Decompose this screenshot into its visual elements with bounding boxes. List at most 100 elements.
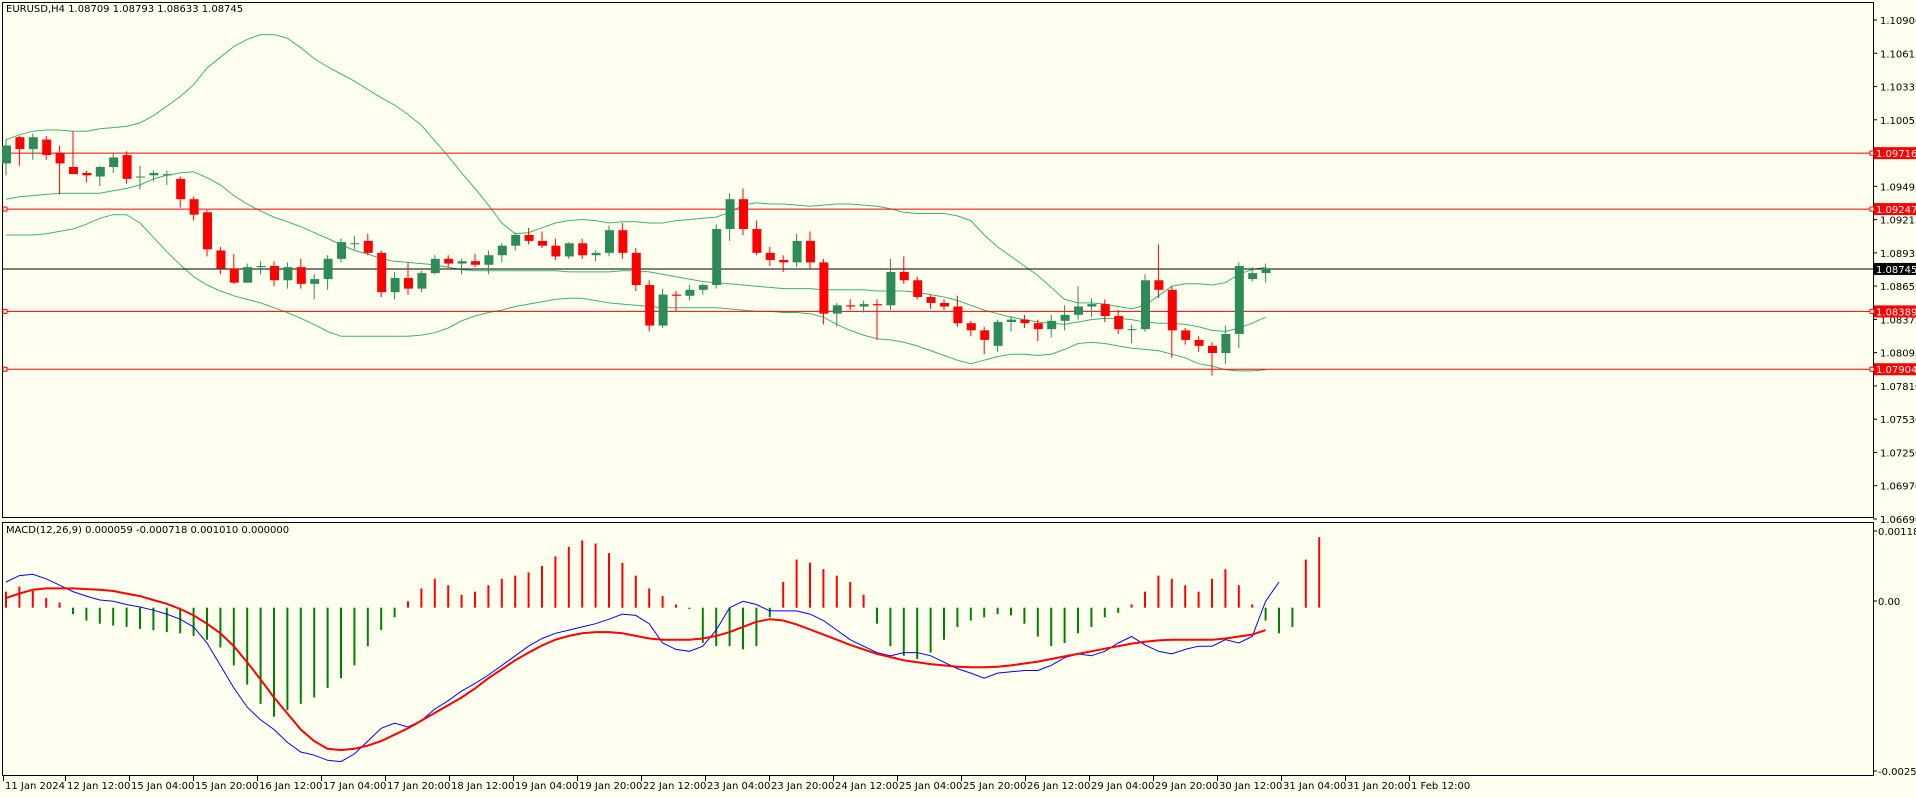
- candle-body: [363, 240, 373, 253]
- candle-body: [296, 267, 306, 284]
- time-tick: [897, 776, 898, 781]
- candle-body: [685, 289, 695, 296]
- candle-body: [337, 242, 346, 259]
- candle-body: [940, 302, 949, 307]
- candle-body: [631, 252, 641, 286]
- time-label: 30 Jan 12:00: [1219, 781, 1283, 792]
- candle-body: [765, 252, 775, 260]
- candle-body: [42, 139, 52, 156]
- candle-body: [55, 152, 65, 164]
- price-pane[interactable]: [2, 2, 1874, 518]
- time-tick: [577, 776, 578, 781]
- candle-body: [859, 304, 869, 307]
- macd-tick-label: 0.00: [1878, 597, 1900, 608]
- candle-body: [69, 166, 78, 175]
- candle-body: [1234, 265, 1244, 334]
- level-price-tag-label: 1.09716: [1876, 149, 1916, 160]
- candle-body: [1060, 314, 1070, 321]
- bollinger-lower-line: [6, 214, 1266, 372]
- time-tick: [1409, 776, 1410, 781]
- candle-body: [779, 260, 789, 263]
- time-tick: [769, 776, 770, 781]
- candle-body: [712, 228, 722, 286]
- candle-body: [886, 271, 896, 306]
- candle-body: [1221, 333, 1231, 354]
- candle-body: [1261, 268, 1271, 274]
- time-label: 31 Jan 20:00: [1347, 781, 1411, 792]
- candle-body: [390, 277, 400, 293]
- candle-body: [323, 258, 333, 280]
- time-tick: [833, 776, 834, 781]
- candle-body: [95, 166, 105, 177]
- candle-body: [578, 243, 588, 256]
- time-tick: [65, 776, 66, 781]
- candle-body: [122, 155, 132, 179]
- candle-body: [283, 267, 293, 281]
- candle-body: [1154, 280, 1164, 290]
- candle-body: [1194, 339, 1204, 346]
- candle-body: [980, 330, 990, 340]
- time-tick: [449, 776, 450, 781]
- time-label: 17 Jan 04:00: [323, 781, 387, 792]
- time-label: 31 Jan 04:00: [1283, 781, 1347, 792]
- candle-body: [739, 199, 748, 229]
- candle-body: [350, 243, 360, 245]
- candle-body: [926, 296, 936, 303]
- macd-histogram: [5, 537, 1321, 717]
- current-price-tag-label: 1.08745: [1876, 265, 1916, 276]
- level-anchor: [1869, 366, 1875, 372]
- time-tick: [321, 776, 322, 781]
- time-label: 16 Jan 12:00: [259, 781, 323, 792]
- price-tick-label: 1.10900: [1880, 16, 1916, 27]
- candle-body: [1007, 319, 1016, 323]
- candle-body: [658, 294, 668, 326]
- time-tick: [641, 776, 642, 781]
- candle-body: [256, 265, 266, 268]
- candle-body: [484, 255, 494, 265]
- candle-body: [1074, 306, 1083, 315]
- candle-body: [672, 294, 681, 296]
- candle-body: [1141, 280, 1150, 330]
- time-label: 25 Jan 20:00: [963, 781, 1027, 792]
- candle-body: [28, 137, 38, 150]
- candle-body: [873, 304, 882, 306]
- candle-body: [310, 279, 320, 284]
- candle-body: [471, 261, 480, 265]
- macd-line: [5, 573, 1280, 763]
- candle-body: [457, 261, 467, 264]
- macd-lines: [5, 573, 1280, 763]
- candle-body: [444, 258, 454, 264]
- candle-body: [1087, 304, 1097, 307]
- level-anchor: [2, 366, 8, 372]
- candle-body: [430, 258, 440, 274]
- price-tick-label: 1.09495: [1880, 182, 1916, 193]
- time-tick: [1153, 776, 1154, 781]
- candle-body: [417, 273, 427, 289]
- candle-body: [819, 262, 829, 314]
- time-label: 17 Jan 20:00: [387, 781, 451, 792]
- level-anchor: [1869, 308, 1875, 314]
- price-tick-label: 1.08935: [1880, 249, 1916, 260]
- time-tick: [1345, 776, 1346, 781]
- time-tick: [705, 776, 706, 781]
- level-anchor: [2, 206, 8, 212]
- signal-line: [5, 587, 1266, 752]
- candle-body: [109, 157, 119, 167]
- candle-body: [1033, 323, 1043, 330]
- price-tick-label: 1.10055: [1880, 116, 1916, 127]
- level-price-tag: [1874, 363, 1916, 376]
- price-tick-label: 1.10615: [1880, 49, 1916, 60]
- time-tick: [193, 776, 194, 781]
- time-tick: [1281, 776, 1282, 781]
- horizontal-levels: [2, 150, 1875, 372]
- candle-body: [189, 199, 199, 215]
- macd-tick-label: 0.00118: [1878, 527, 1916, 538]
- time-tick: [1025, 776, 1026, 781]
- candle-body: [82, 172, 92, 176]
- candle-body: [725, 199, 735, 229]
- symbol-info-label: EURUSD,H4 1.08709 1.08793 1.08633 1.0874…: [6, 4, 244, 15]
- candle-body: [524, 234, 534, 241]
- price-axis: 1.109001.106151.103351.100551.097751.094…: [1873, 16, 1916, 526]
